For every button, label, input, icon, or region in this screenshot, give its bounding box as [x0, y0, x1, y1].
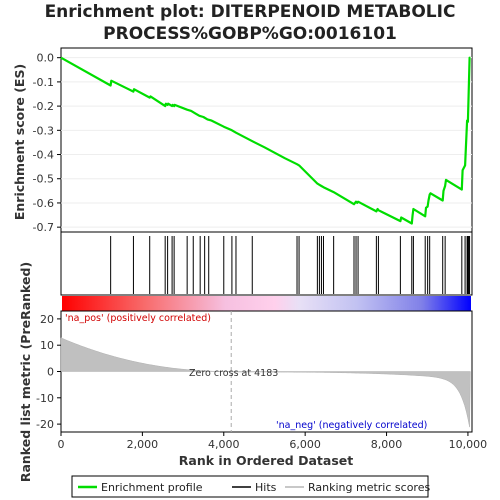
- es-y-axis-label: Enrichment score (ES): [12, 64, 27, 220]
- x-tick-label: 8,000: [371, 438, 403, 451]
- rank-color-bar: [62, 296, 471, 311]
- neg-correlated-label: 'na_neg' (negatively correlated): [276, 420, 427, 431]
- x-tick-label: 10,000: [449, 438, 488, 451]
- x-tick-label: 2,000: [127, 438, 159, 451]
- x-axis: 0 2,000 4,000 6,000 8,000 10,000: [58, 432, 488, 451]
- rank-y-tick-label: 20: [40, 313, 54, 326]
- enrichment-profile: [60, 56, 471, 225]
- hits-marks: [110, 236, 471, 294]
- legend-hits-label: Hits: [255, 481, 277, 494]
- es-y-tick-label: -0.6: [33, 197, 54, 210]
- rank-y-tick-label: -20: [36, 418, 54, 431]
- es-y-tick-label: -0.1: [33, 76, 54, 89]
- x-tick-label: 4,000: [208, 438, 240, 451]
- rank-y-tick-label: 0: [47, 366, 54, 379]
- x-tick-label: 0: [58, 438, 65, 451]
- es-gridlines: [61, 57, 472, 228]
- x-tick-label: 6,000: [289, 438, 321, 451]
- es-y-tick-label: 0.0: [37, 52, 55, 65]
- rank-y-tick-label: 10: [40, 339, 54, 352]
- zero-cross-label: Zero cross at 4183: [189, 368, 278, 379]
- es-panel-frame: [60, 47, 473, 233]
- chart-title-line-2: PROCESS%GOBP%GO:0016101: [103, 24, 397, 44]
- rank-y-axis: 20 10 0 -10 -20: [36, 313, 61, 431]
- legend-enrichment-label: Enrichment profile: [101, 481, 203, 494]
- enrichment-profile-line: [60, 56, 471, 225]
- legend-ranking-label: Ranking metric scores: [308, 481, 430, 494]
- es-y-tick-label: -0.4: [33, 149, 54, 162]
- es-y-tick-label: -0.5: [33, 173, 54, 186]
- ranking-metric-area: [60, 337, 471, 428]
- rank-y-axis-label: Ranked list metric (PreRanked): [18, 262, 33, 482]
- hits-panel-frame: [60, 231, 473, 296]
- es-y-tick-label: -0.3: [33, 124, 54, 137]
- pos-correlated-label: 'na_pos' (positively correlated): [65, 313, 211, 324]
- legend: Enrichment profile Hits Ranking metric s…: [71, 475, 430, 498]
- es-y-tick-label: -0.7: [33, 221, 54, 234]
- ranking-metric-fill: [60, 337, 471, 428]
- chart-title-line-1: Enrichment plot: DITERPENOID METABOLIC: [45, 2, 456, 22]
- rank-y-tick-label: -10: [36, 392, 54, 405]
- es-y-tick-label: -0.2: [33, 100, 54, 113]
- x-axis-label: Rank in Ordered Dataset: [179, 453, 353, 468]
- es-y-axis: 0.0 -0.1 -0.2 -0.3 -0.4 -0.5 -0.6 -0.7: [33, 52, 61, 234]
